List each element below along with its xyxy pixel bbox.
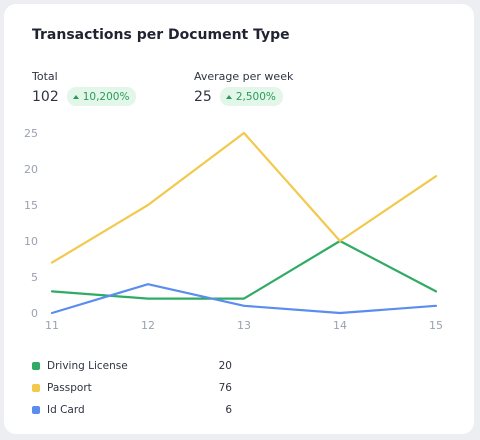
legend-item[interactable]: Id Card 6 xyxy=(32,399,232,421)
legend-swatch xyxy=(32,384,40,392)
total-label: Total xyxy=(32,70,58,83)
legend-swatch xyxy=(32,362,40,370)
series-line xyxy=(50,131,438,264)
average-stat: Average per week 25 2,500% xyxy=(194,70,293,106)
legend-name: Passport xyxy=(47,382,92,394)
legend: Driving License 20 Passport 76 Id Card 6 xyxy=(32,355,232,421)
x-tick-label: 14 xyxy=(333,319,347,332)
total-change-text: 10,200% xyxy=(82,90,130,103)
average-value: 25 xyxy=(194,88,212,105)
series-line xyxy=(50,283,438,315)
y-tick-label: 20 xyxy=(24,163,38,176)
legend-item[interactable]: Passport 76 xyxy=(32,377,232,399)
x-tick-label: 12 xyxy=(141,319,155,332)
legend-item[interactable]: Driving License 20 xyxy=(32,355,232,377)
total-stat: Total 102 10,200% xyxy=(32,70,137,106)
y-tick-label: 0 xyxy=(31,307,38,320)
x-tick-label: 11 xyxy=(45,319,59,332)
y-tick-label: 25 xyxy=(24,127,38,140)
legend-value: 20 xyxy=(218,360,232,372)
total-value: 102 xyxy=(32,88,59,105)
card-title: Transactions per Document Type xyxy=(32,27,290,43)
y-tick-label: 10 xyxy=(24,235,38,248)
average-change-badge: 2,500% xyxy=(219,87,283,106)
average-label: Average per week xyxy=(194,70,294,83)
legend-name: Driving License xyxy=(47,360,128,372)
y-tick-label: 5 xyxy=(31,271,38,284)
average-change-text: 2,500% xyxy=(235,90,276,103)
series-line xyxy=(50,239,438,300)
x-tick-label: 15 xyxy=(429,319,443,332)
x-tick-label: 13 xyxy=(237,319,251,332)
total-change-badge: 10,200% xyxy=(66,87,137,106)
legend-value: 76 xyxy=(218,382,232,394)
legend-swatch xyxy=(32,406,40,414)
chart-card: Transactions per Document Type Total 102… xyxy=(4,4,474,434)
legend-name: Id Card xyxy=(47,404,85,416)
arrow-up-icon xyxy=(225,94,232,99)
arrow-up-icon xyxy=(72,94,79,99)
legend-value: 6 xyxy=(225,404,232,416)
y-tick-label: 15 xyxy=(24,199,38,212)
